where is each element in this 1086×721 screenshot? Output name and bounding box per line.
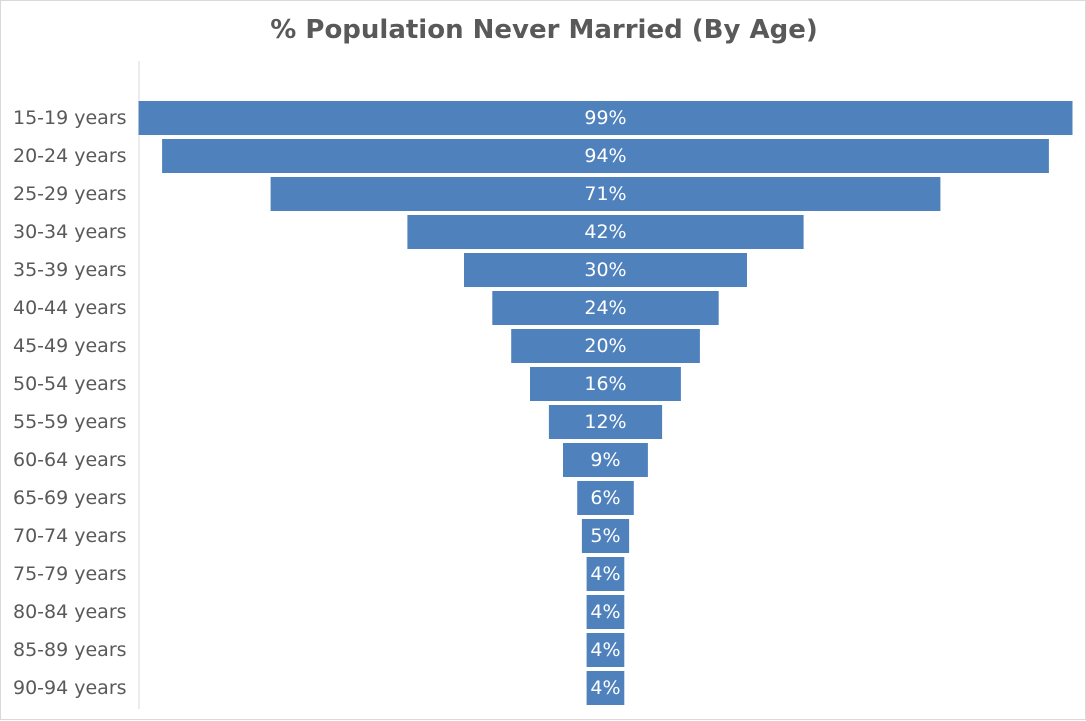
category-label: 20-24 years	[13, 145, 127, 167]
data-label: 4%	[590, 639, 620, 661]
funnel-bar-75-79-years	[586, 557, 625, 591]
category-label: 25-29 years	[13, 183, 127, 205]
data-label: 30%	[584, 259, 626, 281]
funnel-bar-15-19-years	[138, 101, 1073, 135]
category-label: 80-84 years	[13, 601, 127, 623]
funnel-bar-80-84-years	[586, 595, 625, 629]
funnel-bar-55-59-years	[548, 405, 663, 439]
data-label: 99%	[584, 107, 626, 129]
funnel-bar-90-94-years	[586, 671, 625, 705]
funnel-bar-50-54-years	[530, 367, 681, 401]
data-label: 20%	[584, 335, 626, 357]
category-label: 15-19 years	[13, 107, 127, 129]
funnel-bar-25-29-years	[270, 177, 941, 211]
category-label: 35-39 years	[13, 259, 127, 281]
data-label: 9%	[590, 449, 620, 471]
category-labels-group: 15-19 years 20-24 years 25-29 years 30-34 y…	[13, 107, 127, 699]
data-label: 24%	[584, 297, 626, 319]
data-label: 6%	[590, 487, 620, 509]
category-label: 70-74 years	[13, 525, 127, 547]
chart-title: % Population Never Married (By Age)	[270, 15, 818, 45]
funnel-bar-65-69-years	[577, 481, 634, 515]
funnel-bar-85-89-years	[586, 633, 625, 667]
data-label: 16%	[584, 373, 626, 395]
category-label: 55-59 years	[13, 411, 127, 433]
data-labels-group: 99% 94% 71% 42% 30% 24% 20% 16% 12% 9% 6% 5% 4% 4% 4% 4…	[584, 107, 626, 699]
funnel-bar-20-24-years	[162, 139, 1049, 173]
data-label: 71%	[584, 183, 626, 205]
funnel-bar-30-34-years	[407, 215, 804, 249]
category-label: 45-49 years	[13, 335, 127, 357]
data-label: 12%	[584, 411, 626, 433]
funnel-bar-70-74-years	[581, 519, 630, 553]
data-label: 4%	[590, 563, 620, 585]
category-label: 75-79 years	[13, 563, 127, 585]
category-label: 60-64 years	[13, 449, 127, 471]
category-label: 65-69 years	[13, 487, 127, 509]
category-label: 90-94 years	[13, 677, 127, 699]
category-label: 85-89 years	[13, 639, 127, 661]
data-label: 4%	[590, 601, 620, 623]
data-label: 42%	[584, 221, 626, 243]
funnel-bar-45-49-years	[511, 329, 700, 363]
data-label: 94%	[584, 145, 626, 167]
data-label: 4%	[590, 677, 620, 699]
category-label: 40-44 years	[13, 297, 127, 319]
category-label: 50-54 years	[13, 373, 127, 395]
funnel-bar-35-39-years	[464, 253, 747, 287]
bars-group	[138, 101, 1073, 705]
funnel-bar-40-44-years	[492, 291, 719, 325]
category-label: 30-34 years	[13, 221, 127, 243]
data-label: 5%	[590, 525, 620, 547]
funnel-bar-60-64-years	[563, 443, 648, 477]
